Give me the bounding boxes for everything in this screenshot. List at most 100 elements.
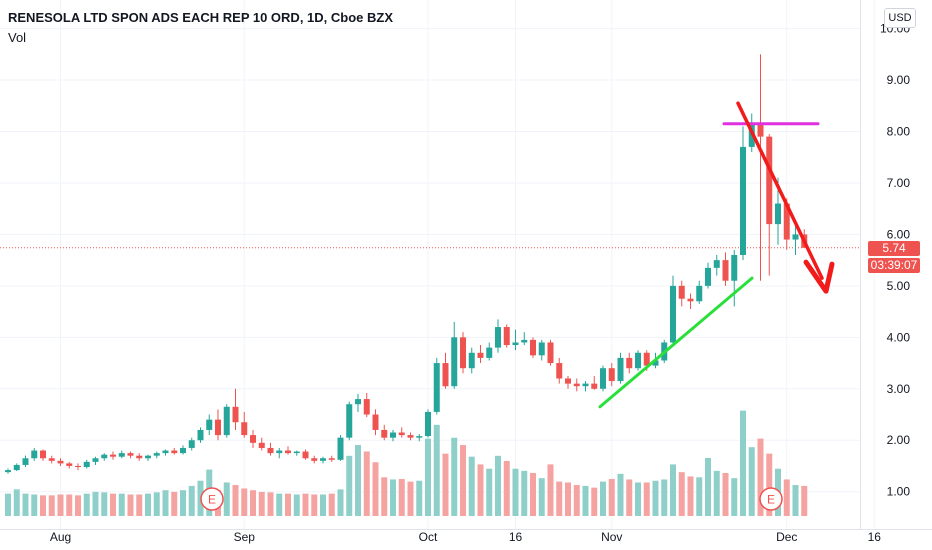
candle-body (48, 458, 55, 461)
candle-body (573, 383, 580, 387)
volume-bar (250, 490, 256, 516)
volume-label: Vol (8, 30, 27, 45)
candle-body (477, 352, 484, 358)
candlesticks (5, 54, 808, 474)
candle-body (153, 453, 160, 456)
candle-body (460, 337, 466, 369)
volume-bar (687, 476, 694, 516)
volume-bar (311, 494, 318, 516)
y-tick-label: 3.00 (887, 382, 911, 396)
candle-body (468, 352, 475, 369)
volume-bar (573, 485, 580, 516)
candle-body (250, 435, 256, 443)
candle-body (197, 429, 204, 441)
x-tick-label: Aug (50, 530, 71, 544)
candle-body (512, 342, 519, 346)
volume-bar (171, 491, 178, 516)
candle-body (241, 422, 248, 436)
y-tick-label: 1.00 (887, 485, 911, 499)
candle-body (722, 260, 729, 281)
countdown-tag: 03:39:07 (868, 257, 920, 273)
earnings-marker-circle (759, 487, 783, 511)
candle-body (31, 450, 38, 459)
candle-body (267, 447, 274, 454)
candle-body (565, 378, 571, 384)
candle-body (775, 203, 781, 225)
y-tick-label: 9.00 (887, 73, 911, 87)
volume-bar (766, 453, 773, 516)
candle-body (363, 399, 370, 415)
volume-bar (127, 494, 134, 516)
volume-bar (670, 464, 676, 516)
volume-bar (320, 494, 326, 516)
volume-bar (538, 478, 545, 516)
volume-bar (591, 487, 598, 516)
candle-body (635, 352, 641, 369)
volume-bar (110, 493, 116, 516)
time-axis: Aug Sep Oct 16 Nov Dec 16 (0, 529, 932, 544)
candle-body (206, 419, 213, 430)
candle-body (320, 458, 326, 461)
volume-bar (635, 482, 641, 516)
x-tick-label: Oct (419, 530, 438, 544)
candle-body (136, 455, 143, 459)
volume-bar (425, 438, 431, 516)
candle-body (92, 458, 99, 462)
candle-body (145, 455, 151, 459)
volume-bar (652, 480, 659, 516)
volume-bar (512, 468, 519, 516)
volume-bar (451, 437, 458, 516)
y-tick-label: 5.00 (887, 279, 911, 293)
volume-bar (346, 455, 353, 516)
volume-bar (180, 490, 186, 516)
candle-body (503, 327, 510, 346)
candle-body (110, 454, 116, 457)
candle-body (75, 465, 81, 467)
volume-bar (83, 493, 90, 516)
candle-body (626, 357, 633, 369)
volume-bar (547, 464, 554, 516)
candle-body (731, 254, 738, 281)
candle-body (591, 383, 598, 389)
volume-bar (276, 493, 283, 516)
volume-bars (5, 410, 808, 516)
candle-body (547, 342, 554, 364)
candle-body (285, 450, 291, 454)
candle-body (162, 450, 169, 454)
volume-bar (792, 485, 799, 516)
candle-body (495, 327, 501, 348)
volume-bar (442, 453, 449, 516)
volume-bar (118, 493, 125, 516)
volume-bar (521, 470, 528, 516)
volume-bar (626, 479, 633, 516)
volume-bar (617, 473, 624, 516)
volume-bar (661, 479, 668, 516)
currency-button[interactable]: USD (884, 8, 916, 28)
volume-bar (713, 470, 720, 516)
candle-body (582, 383, 589, 387)
last-price-tag: 5.74 (868, 240, 920, 256)
candle-body (617, 357, 624, 382)
volume-bar (162, 490, 169, 516)
volume-bar (801, 485, 808, 516)
volume-bar (57, 494, 64, 516)
y-tick-label: 6.00 (887, 227, 911, 241)
candle-body (652, 360, 659, 366)
candle-body (355, 399, 361, 405)
candle-body (643, 352, 650, 366)
volume-bar (608, 479, 615, 516)
y-tick-label: 2.00 (887, 433, 911, 447)
volume-bar (267, 492, 274, 516)
candle-body (416, 436, 423, 438)
candle-body (118, 453, 125, 457)
candle-body (223, 406, 230, 436)
candle-body (258, 442, 265, 448)
candle-body (83, 461, 90, 467)
candle-body (792, 234, 799, 240)
volume-bar (372, 462, 379, 516)
candle-body (521, 339, 528, 343)
candle-body (556, 363, 563, 379)
volume-bar (223, 482, 230, 516)
y-tick-label: 8.00 (887, 124, 911, 138)
